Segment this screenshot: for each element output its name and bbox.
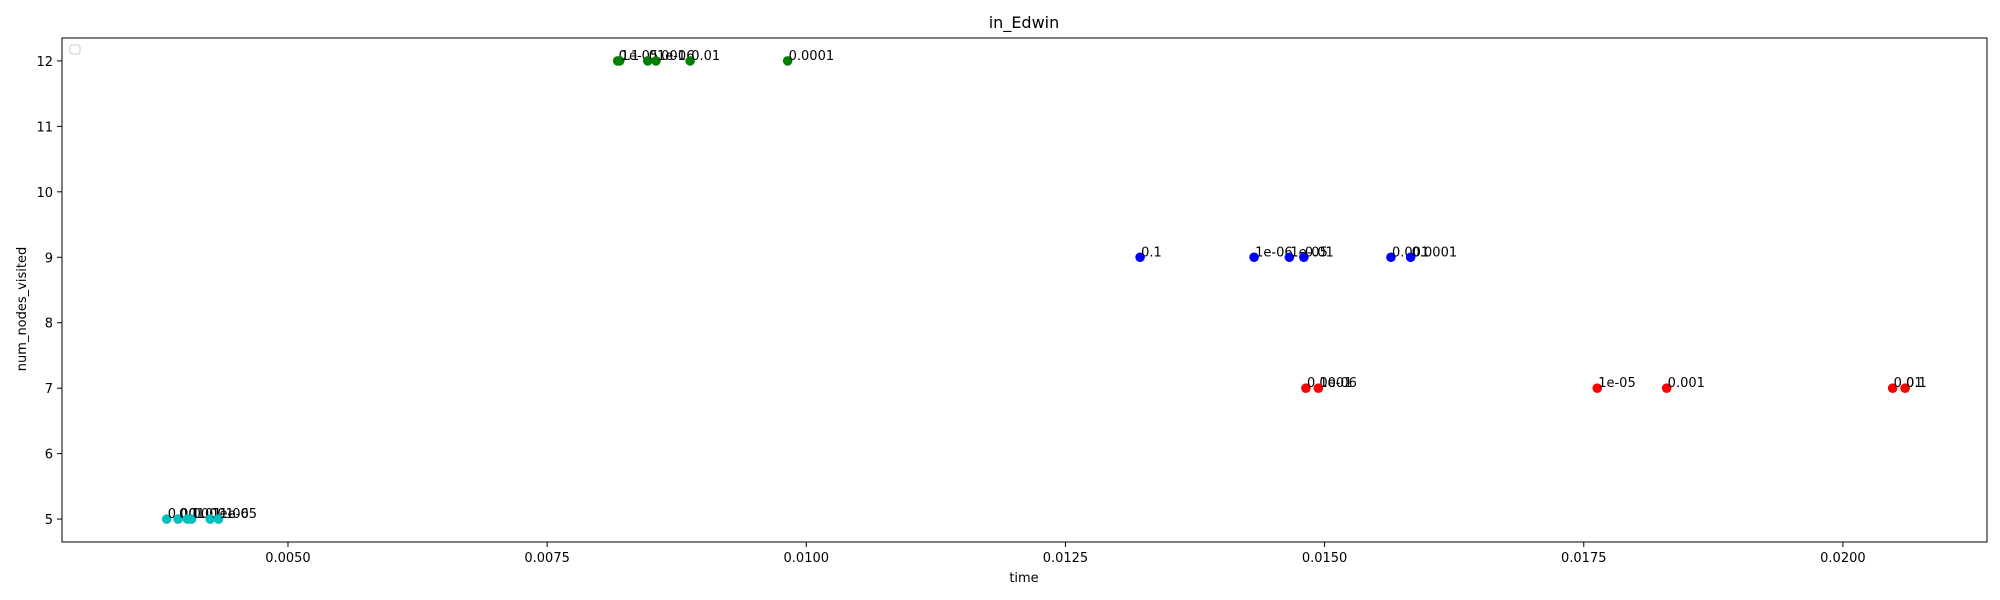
data-point (173, 514, 183, 524)
x-tick-label: 0.0050 (265, 551, 311, 566)
data-point-label: 1e-06 (657, 49, 695, 64)
data-point (1887, 383, 1898, 393)
data-point (1249, 252, 1259, 263)
data-point (161, 514, 172, 524)
plot-frame (61, 37, 1988, 543)
y-tick-label: 6 (45, 448, 53, 463)
data-point-label: 1e-06 (1255, 245, 1293, 260)
data-point (205, 514, 216, 524)
y-tick-label: 11 (36, 120, 53, 135)
data-point (1299, 252, 1309, 263)
y-tick-label: 7 (45, 382, 53, 397)
data-point-label: 0.1 (1141, 245, 1162, 260)
data-point (1313, 383, 1324, 393)
data-point-label: 1e-05 (1598, 376, 1636, 391)
y-axis-label: num_nodes_visited (15, 247, 30, 371)
y-tick-label: 10 (36, 186, 53, 201)
data-point (1900, 383, 1910, 393)
data-point (642, 56, 653, 66)
data-point (685, 56, 695, 66)
x-tick-label: 0.0125 (1043, 551, 1089, 566)
plot-area (61, 37, 1988, 543)
data-point (782, 56, 793, 66)
data-point (1386, 252, 1396, 263)
data-point-label: 0.01 (691, 49, 720, 64)
data-point (186, 514, 197, 524)
data-point-label: 0.1 (1906, 376, 1927, 391)
data-point (1661, 383, 1672, 393)
data-points: 0.0010.10.00010.011e-061e-050.11e-050.00… (161, 49, 1927, 524)
y-tick-label: 5 (45, 513, 53, 528)
x-tick-label: 0.0100 (784, 551, 830, 566)
data-point-label: 1e-05 (220, 507, 258, 522)
data-point (1592, 383, 1603, 393)
data-point (1135, 252, 1145, 263)
data-point (651, 56, 661, 66)
data-point-label: 1e-06 (1319, 376, 1357, 391)
data-point (1284, 252, 1295, 263)
data-point (1405, 252, 1416, 263)
x-tick-label: 0.0200 (1820, 551, 1866, 566)
data-point-label: 0.0001 (789, 49, 835, 64)
x-tick-label: 0.0150 (1302, 551, 1348, 566)
y-tick-label: 9 (45, 251, 53, 266)
y-tick-label: 12 (36, 55, 53, 70)
legend-box (69, 44, 81, 55)
y-axis: 5 6 7 8 9 10 11 12 (36, 55, 62, 528)
data-point (1301, 383, 1311, 393)
x-tick-label: 0.0075 (524, 551, 570, 566)
y-tick-label: 8 (45, 317, 53, 332)
data-point (213, 514, 224, 524)
x-axis: 0.0050 0.0075 0.0100 0.0125 0.0150 0.0175 0.02… (265, 542, 1866, 566)
chart-title: in_Edwin (989, 13, 1060, 33)
x-axis-label: time (1009, 571, 1038, 586)
data-point (614, 56, 625, 66)
data-point-label: 0.001 (1668, 376, 1705, 391)
data-point-label: 0.01 (1305, 245, 1334, 260)
x-tick-label: 0.0175 (1561, 551, 1607, 566)
data-point-label: 0.0001 (1412, 245, 1458, 260)
